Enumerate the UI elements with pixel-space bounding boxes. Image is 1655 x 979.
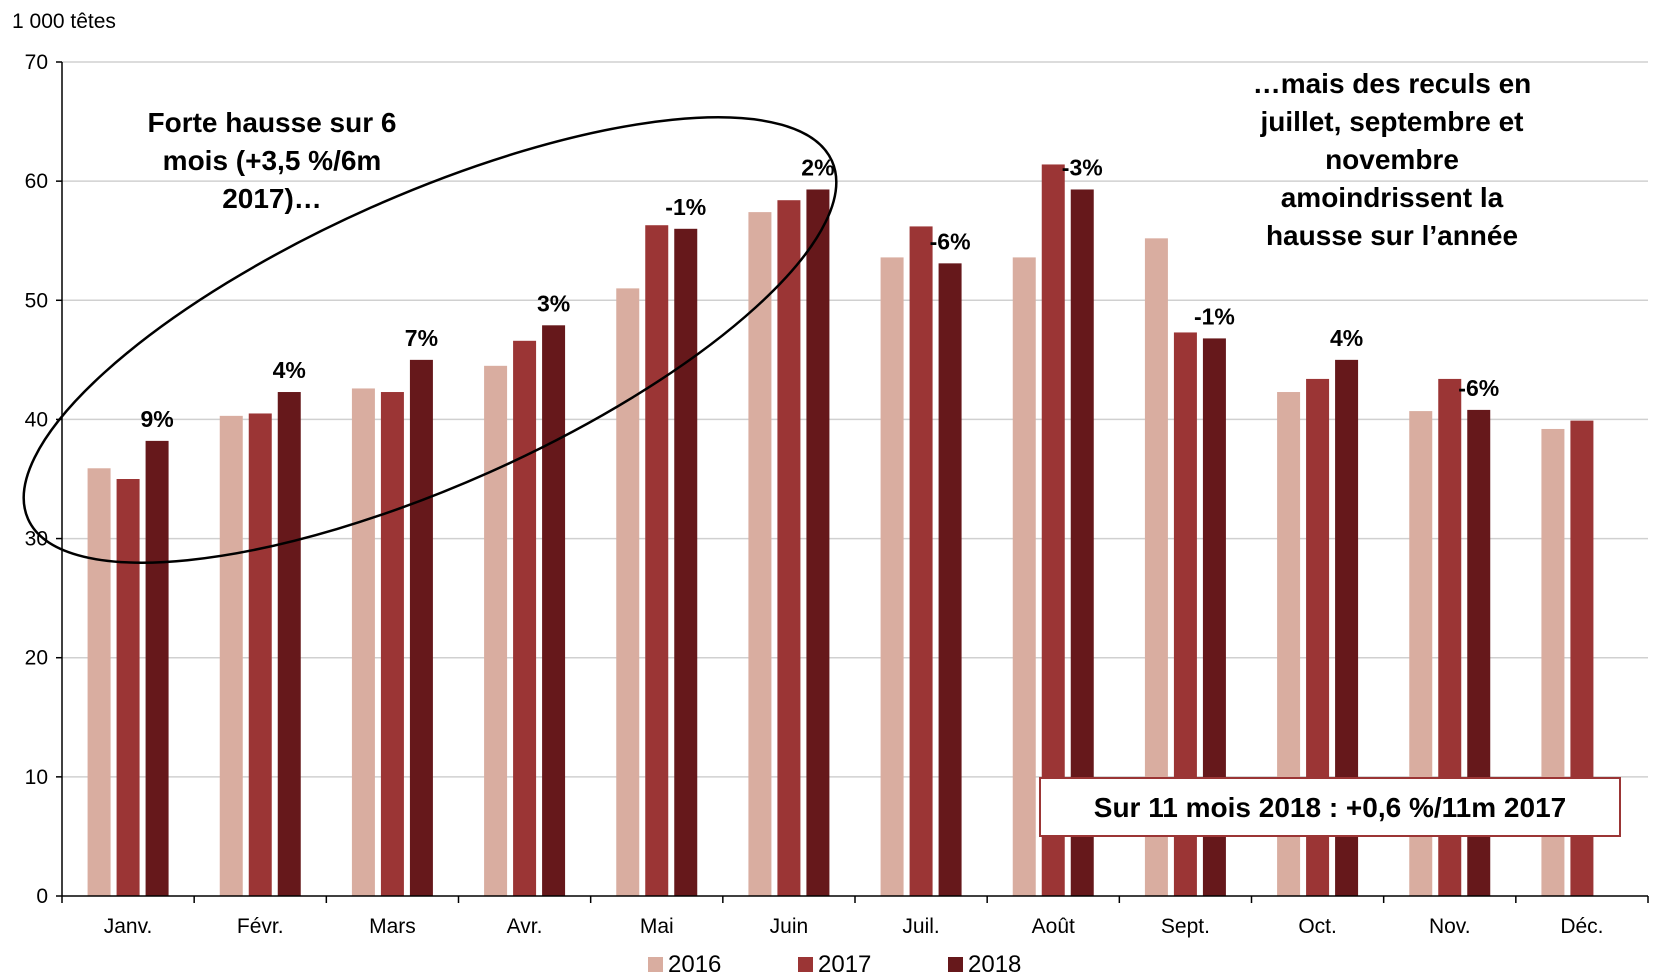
bar-2016 xyxy=(1409,411,1433,896)
legend-swatch-2018 xyxy=(948,957,963,972)
bar-2017 xyxy=(248,413,272,896)
y-tick-labels: 0 10 20 30 40 50 60 70 xyxy=(25,51,62,908)
right-annotation-line: hausse sur l’année xyxy=(1266,220,1518,251)
bar-2017 xyxy=(909,226,933,897)
summary-box-border xyxy=(1039,777,1621,837)
y-tick-label: 10 xyxy=(25,766,48,789)
x-tick-labels: Janv. Févr. Mars Avr. Mai Juin Juil. Août Sept. O… xyxy=(61,896,1649,938)
bar-2018 xyxy=(542,325,566,896)
x-tick-label: Sept. xyxy=(1161,915,1210,938)
bar-2017 xyxy=(513,340,537,896)
right-annotation: …mais des reculs en juillet, septembre e… xyxy=(1253,68,1532,251)
bar-2018 xyxy=(1202,338,1226,896)
bar-2018 xyxy=(145,440,169,896)
legend-swatch-2016 xyxy=(648,957,663,972)
x-tick-label: Mars xyxy=(369,915,416,938)
y-tick-label: 50 xyxy=(25,289,48,312)
bar-2016 xyxy=(351,388,375,896)
right-annotation-line: novembre xyxy=(1325,144,1459,175)
x-tick-label: Févr. xyxy=(237,915,284,938)
bar-2018 xyxy=(277,392,301,896)
bars xyxy=(87,164,1594,897)
x-tick-label: Déc. xyxy=(1560,915,1603,938)
left-annotation-line: Forte hausse sur 6 xyxy=(148,107,397,138)
x-tick-label: Nov. xyxy=(1429,915,1471,938)
gridlines xyxy=(62,61,1648,778)
bar-2016 xyxy=(1277,392,1301,896)
bar-2017 xyxy=(1173,332,1197,896)
data-label: 2% xyxy=(801,154,834,180)
bar-2016 xyxy=(616,288,640,896)
data-label: -1% xyxy=(1194,303,1235,329)
bar-2018 xyxy=(938,263,962,896)
legend: 2016 2017 2018 xyxy=(648,951,1021,978)
bar-2016 xyxy=(880,257,904,896)
bar-2016 xyxy=(1144,238,1168,896)
y-tick-label: 70 xyxy=(25,51,48,74)
y-tick-label: 60 xyxy=(25,170,48,193)
summary-box-text: Sur 11 mois 2018 : +0,6 %/11m 2017 xyxy=(1094,792,1566,823)
summary-box: Sur 11 mois 2018 : +0,6 %/11m 2017 xyxy=(1039,777,1621,837)
highlight-ellipse xyxy=(22,116,838,564)
legend-swatch-2017 xyxy=(798,957,813,972)
bar-2016 xyxy=(87,468,111,896)
data-label: -6% xyxy=(930,228,971,254)
left-annotation-line: mois (+3,5 %/6m xyxy=(163,145,382,176)
bar-2017 xyxy=(1438,378,1462,896)
bar-2017 xyxy=(1041,164,1065,896)
x-tick-label: Oct. xyxy=(1298,915,1337,938)
data-label: 4% xyxy=(1330,325,1363,351)
x-tick-label: Août xyxy=(1032,915,1075,938)
legend-label: 2017 xyxy=(818,951,871,978)
bar-2018 xyxy=(1070,189,1094,897)
right-annotation-line: juillet, septembre et xyxy=(1260,106,1524,137)
bar-2016 xyxy=(1012,257,1036,896)
bar-2018 xyxy=(674,228,698,897)
data-label: 3% xyxy=(537,290,570,316)
y-tick-label: 30 xyxy=(25,528,48,551)
data-label: -6% xyxy=(1458,375,1499,401)
right-annotation-line: …mais des reculs en xyxy=(1253,68,1532,99)
x-tick-label: Juin xyxy=(770,915,809,938)
y-tick-label: 0 xyxy=(36,885,48,908)
y-tick-label: 20 xyxy=(25,647,48,670)
legend-label: 2018 xyxy=(968,951,1021,978)
y-unit-label: 1 000 têtes xyxy=(12,10,116,33)
data-labels: 9% 4% 7% 3% -1% 2% -6% -3% -1% 4% -6% xyxy=(140,154,1499,431)
legend-label: 2016 xyxy=(668,951,721,978)
data-label: 4% xyxy=(273,357,306,383)
bar-2016 xyxy=(219,415,243,896)
bar-2017 xyxy=(116,479,140,896)
bar-2017 xyxy=(645,225,669,896)
bar-2018 xyxy=(1335,359,1359,896)
bar-2017 xyxy=(777,200,801,897)
bar-2018 xyxy=(806,189,830,897)
x-tick-label: Juil. xyxy=(902,915,939,938)
left-annotation-line: 2017)… xyxy=(222,183,322,214)
bar-2017 xyxy=(380,392,404,896)
data-label: 7% xyxy=(405,325,438,351)
x-tick-label: Avr. xyxy=(507,915,543,938)
x-tick-label: Janv. xyxy=(104,915,153,938)
y-tick-label: 40 xyxy=(25,408,48,431)
x-tick-label: Mai xyxy=(640,915,674,938)
left-annotation: Forte hausse sur 6 mois (+3,5 %/6m 2017)… xyxy=(148,107,397,214)
bar-2016 xyxy=(748,212,772,896)
data-label: -3% xyxy=(1062,154,1103,180)
right-annotation-line: amoindrissent la xyxy=(1281,182,1504,213)
data-label: -1% xyxy=(665,194,706,220)
data-label: 9% xyxy=(140,406,173,432)
bar-2018 xyxy=(409,359,433,896)
bar-2017 xyxy=(1306,378,1330,896)
bar-2016 xyxy=(484,365,508,896)
bar-2018 xyxy=(1467,409,1491,896)
